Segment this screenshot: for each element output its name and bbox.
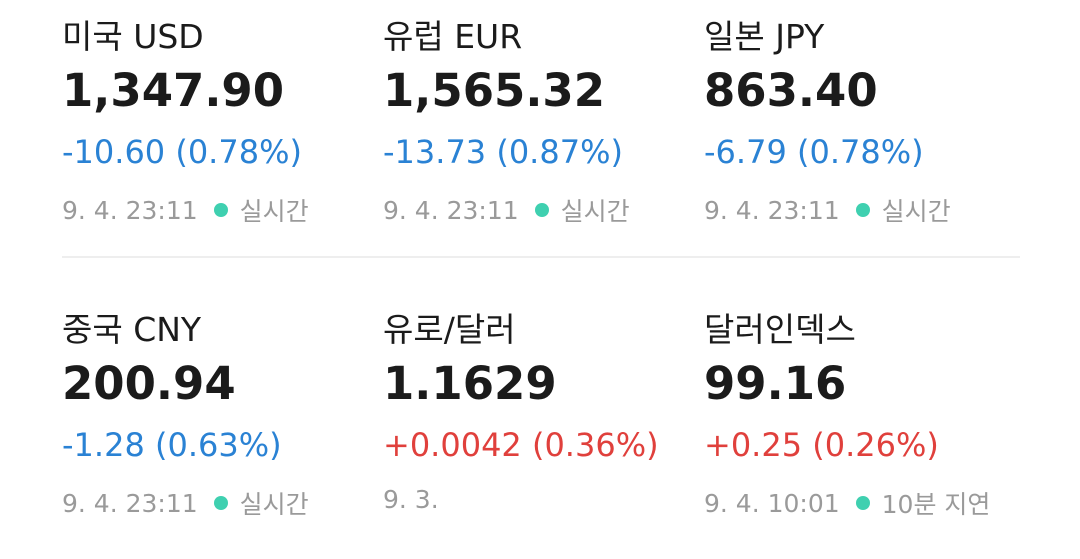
currency-name: 유로/달러 <box>383 310 516 349</box>
currency-name: 일본 JPY <box>704 17 825 56</box>
rate-price: 99.16 <box>704 357 847 410</box>
status-dot <box>534 203 549 217</box>
update-time: 9. 3. <box>383 485 439 514</box>
rate-card[interactable]: 미국 USD 1,347.90 -10.60 (0.78%) 9. 4. 23:11 실… <box>62 0 382 250</box>
rate-card[interactable]: 유로/달러 1.1629 +0.0042 (0.36%) 9. 3. <box>383 293 703 543</box>
status-label: 10분 지연 <box>881 490 991 519</box>
rate-card[interactable]: 일본 JPY 863.40 -6.79 (0.78%) 9. 4. 23:11 실시간 <box>704 0 1024 250</box>
rate-card[interactable]: 달러인덱스 99.16 +0.25 (0.26%) 9. 4. 10:01 10분 지연 <box>704 293 1024 543</box>
status-dot <box>855 496 870 510</box>
currency-name: 중국 CNY <box>62 310 202 349</box>
status-dot <box>213 203 228 217</box>
status-label: 실시간 <box>239 490 309 519</box>
rate-card[interactable]: 유럽 EUR 1,565.32 -13.73 (0.87%) 9. 4. 23:11 실… <box>383 0 703 250</box>
update-time: 9. 4. 23:11 <box>704 195 840 225</box>
status-dot <box>855 203 870 217</box>
rate-meta: 9. 3. <box>383 485 439 514</box>
rate-price: 200.94 <box>62 357 236 410</box>
status-label: 실시간 <box>560 197 630 226</box>
rate-meta: 9. 4. 23:11 실시간 <box>704 192 951 228</box>
rate-price: 863.40 <box>704 64 878 117</box>
status-label: 실시간 <box>881 197 951 226</box>
status-dot <box>213 496 228 510</box>
update-time: 9. 4. 10:01 <box>704 488 840 518</box>
rate-meta: 9. 4. 23:11 실시간 <box>383 192 630 228</box>
update-time: 9. 4. 23:11 <box>62 488 198 518</box>
rate-change: -10.60 (0.78%) <box>62 133 302 171</box>
rate-card[interactable]: 중국 CNY 200.94 -1.28 (0.63%) 9. 4. 23:11 실시간 <box>62 293 382 543</box>
update-time: 9. 4. 23:11 <box>62 195 198 225</box>
rate-price: 1.1629 <box>383 357 557 410</box>
currency-name: 달러인덱스 <box>704 310 856 349</box>
rate-change: +0.0042 (0.36%) <box>383 426 659 464</box>
divider <box>62 256 1020 258</box>
status-label: 실시간 <box>239 197 309 226</box>
rate-change: -13.73 (0.87%) <box>383 133 623 171</box>
rate-price: 1,347.90 <box>62 64 285 117</box>
currency-name: 미국 USD <box>62 17 204 56</box>
rate-price: 1,565.32 <box>383 64 606 117</box>
update-time: 9. 4. 23:11 <box>383 195 519 225</box>
rate-change: -1.28 (0.63%) <box>62 426 282 464</box>
rate-change: +0.25 (0.26%) <box>704 426 939 464</box>
rate-meta: 9. 4. 23:11 실시간 <box>62 485 309 521</box>
currency-name: 유럽 EUR <box>383 17 523 56</box>
rate-meta: 9. 4. 10:01 10분 지연 <box>704 485 990 521</box>
rate-change: -6.79 (0.78%) <box>704 133 924 171</box>
rate-meta: 9. 4. 23:11 실시간 <box>62 192 309 228</box>
